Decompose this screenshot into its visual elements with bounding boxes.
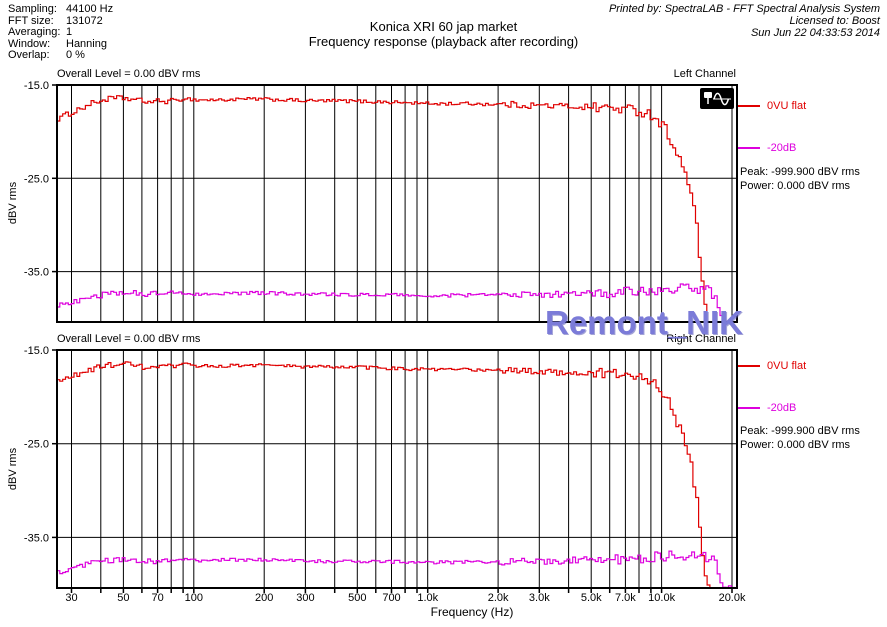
x-tick-label: 700 [382, 592, 401, 604]
y-tick-label: -35.0 [24, 532, 49, 544]
legend-label: -20dB [767, 142, 797, 154]
series-0vu-flat [57, 361, 725, 588]
param-value: 44100 Hz [66, 3, 114, 15]
y-tick-label: -25.0 [24, 439, 49, 451]
param-value: 1 [66, 26, 73, 38]
channel-label: Left Channel [673, 68, 736, 80]
title-line1: Konica XRI 60 jap market [369, 19, 518, 34]
legend-line-swatch [738, 147, 760, 150]
x-tick-label: 20.0k [718, 592, 746, 604]
x-tick-label: 30 [65, 592, 78, 604]
channel-label: Right Channel [666, 333, 736, 345]
x-tick-label: 500 [348, 592, 367, 604]
y-tick-label: -15.0 [24, 80, 49, 92]
param-row: FFT size: 131072 [8, 14, 113, 28]
param-row: Sampling: 44100 Hz [8, 3, 114, 16]
plot-border [56, 84, 738, 323]
legend-label: 0VU flat [767, 360, 807, 372]
legend-entry-0vu-flat: 0VU flat [738, 100, 806, 112]
legend-line-swatch [738, 407, 760, 410]
x-axis-label: Frequency (Hz) [430, 605, 514, 619]
power-readout: Power: 0.000 dBV rms [740, 439, 851, 451]
legend-label: 0VU flat [767, 100, 807, 112]
param-value: 131072 [66, 14, 103, 27]
series-0vu-flat [57, 95, 708, 322]
series--20db [57, 550, 737, 588]
param-row: Overlap: 0 % [8, 49, 113, 62]
analysis-params: Sampling: 44100 Hz FFT size: 131072 Averagin… [8, 3, 114, 62]
param-value: 0 % [66, 49, 85, 61]
x-tick-label: 100 [184, 592, 204, 604]
y-axis-label-left-channel: dBV rms [7, 181, 19, 225]
x-tick-label: 200 [255, 592, 274, 604]
peak-readout: Peak: -999.900 dBV rms [740, 166, 860, 178]
x-tick-label: 7.0k [614, 592, 636, 604]
right-channel-plot: -15.0 -25.0 -35.0 [24, 345, 738, 593]
x-tick-label: 2.0k [487, 592, 509, 604]
y-tick-label: -15.0 [24, 345, 49, 357]
y-tick-label: -25.0 [24, 173, 49, 185]
watermark: Remont_NIK [545, 304, 744, 341]
legend-line-swatch [738, 105, 760, 108]
left-channel-plot: -15.0 -25.0 -35.0 [24, 80, 738, 323]
series--20db [57, 283, 737, 322]
x-tick-label: 10.0k [648, 592, 676, 604]
param-row: Averaging: 1 [8, 26, 113, 39]
legend-entry--20db: -20dB [738, 142, 796, 154]
param-value: Hanning [66, 37, 107, 50]
param-label: Window: [8, 37, 51, 50]
x-tick-label: 50 [117, 592, 130, 604]
report-title: Konica XRI 60 jap market Frequency respo… [200, 19, 687, 49]
x-tick-label: 1.0k [417, 592, 439, 604]
param-label: FFT size: [8, 14, 54, 27]
peak-readout: Peak: -999.900 dBV rms [740, 425, 860, 437]
left-channel-header: Overall Level = 0.00 dBV rms Left Channe… [57, 68, 736, 80]
y-tick-label: -35.0 [24, 267, 49, 279]
x-tick-label: 70 [151, 592, 164, 604]
legend-label: -20dB [767, 402, 797, 414]
licensed-to: Licensed to: Boost [789, 15, 880, 27]
overall-level-label: Overall Level = 0.00 dBV rms [57, 68, 201, 80]
print-datetime: Sun Jun 22 04:33:53 2014 [750, 27, 880, 39]
plot-border [56, 349, 738, 589]
legend-line-swatch [738, 365, 760, 368]
sine-wave-meter-icon [700, 88, 734, 109]
title-line2: Frequency response (playback after recor… [308, 34, 579, 49]
x-tick-label: 300 [296, 592, 315, 604]
x-tick-label: 3.0k [528, 592, 550, 604]
right-channel-header: Overall Level = 0.00 dBV rms Right Chann… [57, 333, 736, 345]
param-label: Overlap: [8, 49, 50, 61]
power-readout: Power: 0.000 dBV rms [740, 180, 851, 192]
y-axis-label-right-channel: dBV rms [7, 447, 19, 491]
legend-entry-0vu-flat: 0VU flat [738, 360, 806, 372]
legend-entry--20db: -20dB [738, 402, 796, 414]
print-info: Printed by: SpectraLAB - FFT Spectral An… [609, 3, 880, 39]
param-row: Window: Hanning [8, 37, 113, 51]
x-tick-label: 5.0k [580, 592, 602, 604]
param-label: Averaging: [8, 26, 61, 38]
overall-level-label: Overall Level = 0.00 dBV rms [57, 333, 201, 345]
printed-by: Printed by: SpectraLAB - FFT Spectral An… [608, 3, 880, 15]
param-label: Sampling: [8, 3, 57, 15]
logo-sine-wave [713, 92, 730, 106]
logo-meter-glyph [704, 92, 712, 98]
